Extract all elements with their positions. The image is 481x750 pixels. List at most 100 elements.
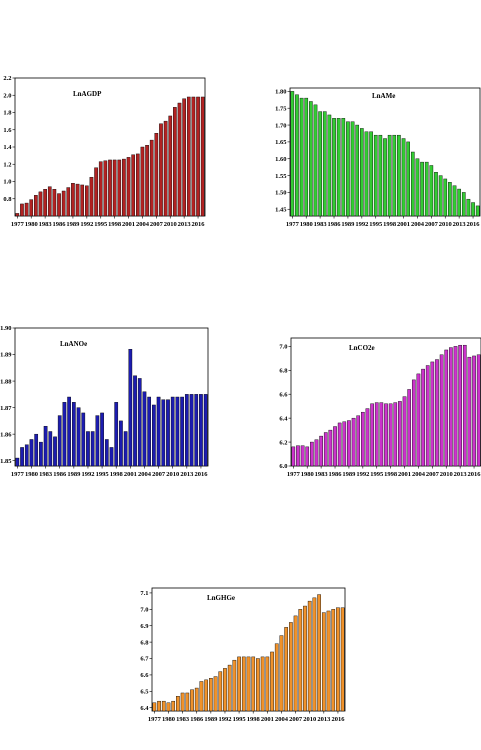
x-tick-label: 1980	[162, 716, 175, 723]
bar-2003	[410, 151, 415, 217]
y-tick-label: 1.88	[0, 378, 12, 385]
bar-2016	[336, 607, 340, 712]
bar-1981	[309, 101, 313, 217]
y-tick-label: 1.60	[275, 156, 286, 163]
bar-1983	[180, 692, 185, 712]
x-tick-label: 2004	[411, 221, 425, 228]
y-tick-label: 7.0	[279, 344, 287, 351]
bar-1998	[114, 402, 119, 467]
y-tick-label: 1.50	[275, 190, 286, 197]
bar-2002	[131, 154, 135, 217]
bar-2013	[184, 394, 189, 467]
y-tick-label: 6.8	[279, 367, 288, 374]
bar-1997	[108, 159, 112, 217]
bar-1983	[319, 435, 323, 467]
bar-1990	[350, 121, 355, 217]
ano-svg: 1.90 1.89 1.88 1.87 1.86 1.85 1977 1980 1983 1986…	[0, 325, 209, 478]
x-tick-label: 2013	[454, 471, 468, 478]
chart-title: LnANOe	[60, 340, 87, 348]
bar-2005	[145, 145, 149, 217]
x-tick-label: 1980	[25, 471, 38, 478]
chart-title: LnCO2e	[349, 344, 375, 352]
bar-1987	[337, 422, 342, 467]
x-tick-label: 2016	[194, 471, 208, 478]
bar-1986	[333, 426, 337, 467]
bar-1978	[20, 203, 24, 217]
bar-1996	[104, 439, 109, 467]
bar-1980	[29, 439, 34, 467]
x-tick-label: 1989	[341, 221, 355, 228]
bar-2016	[199, 394, 203, 467]
bar-1991	[356, 415, 361, 467]
bar-2000	[260, 656, 265, 712]
bar-1989	[346, 121, 350, 217]
bar-2006	[289, 622, 293, 712]
x-tick-label: 2016	[467, 221, 481, 228]
bar-1987	[336, 118, 341, 217]
x-tick-label: 1989	[342, 471, 356, 478]
y-tick-label: 1.85	[0, 458, 12, 465]
x-tick-label: 1989	[67, 471, 81, 478]
bar-1978	[20, 447, 24, 467]
bar-2007	[156, 396, 161, 467]
bar-1985	[327, 114, 332, 217]
bar-1997	[246, 656, 251, 712]
bar-1988	[67, 396, 71, 467]
y-tick-label: 1.0	[3, 179, 11, 186]
x-tick-label: 2004	[275, 716, 289, 723]
x-tick-label: 2016	[331, 716, 345, 723]
bar-2010	[443, 178, 448, 217]
x-tick-label: 2001	[397, 221, 410, 228]
bar-2017	[476, 354, 481, 467]
bar-1993	[90, 431, 95, 467]
bar-2013	[321, 612, 326, 712]
bar-1978	[296, 445, 300, 467]
bar-2008	[435, 359, 439, 467]
x-tick-label: 2013	[178, 221, 192, 228]
y-tick-label: 0.8	[3, 196, 12, 203]
bar-2001	[402, 396, 407, 467]
bar-1981	[34, 433, 39, 467]
bar-2014	[462, 344, 467, 467]
gdp-svg: 2.2 2.0 1.8 1.6 1.4 1.2 1.0 0.8 1977 1980 1983 1986…	[3, 75, 206, 228]
x-tick-label: 1998	[384, 471, 398, 478]
x-tick-label: 2001	[124, 471, 137, 478]
bar-2011	[175, 396, 180, 467]
bar-2017	[340, 607, 345, 712]
bar-2006	[424, 161, 429, 217]
x-tick-label: 1986	[190, 716, 204, 723]
bar-2004	[279, 635, 284, 712]
bar-1997	[109, 447, 114, 467]
bar-1982	[39, 441, 43, 467]
bar-2010	[307, 600, 312, 712]
bar-1994	[94, 167, 98, 217]
bar-1989	[71, 183, 75, 217]
y-tick-label: 6.0	[279, 463, 287, 470]
bar-2006	[149, 139, 154, 217]
chart-lnco2e: 7.0 6.8 6.6 6.4 6.2 6.0 1977 1980 1983 1986 1989 19…	[266, 330, 481, 490]
x-tick-label: 2001	[122, 221, 135, 228]
bar-1992	[86, 431, 90, 467]
bar-2006	[425, 365, 430, 467]
bar-2005	[147, 396, 152, 467]
x-tick-label: 2007	[152, 471, 166, 478]
bar-2012	[452, 185, 457, 217]
bar-1992	[361, 411, 365, 467]
bar-1991	[218, 671, 223, 712]
x-tick-label: 1980	[25, 221, 38, 228]
bar-2012	[317, 594, 321, 712]
x-tick-label: 1989	[66, 221, 80, 228]
bar-2016	[196, 96, 200, 217]
x-tick-label: 1983	[314, 221, 328, 228]
bar-2012	[453, 346, 458, 467]
x-tick-label: 1995	[96, 471, 110, 478]
bar-1996	[379, 402, 384, 467]
bar-2007	[429, 165, 434, 217]
x-tick-label: 2007	[426, 471, 440, 478]
ame-svg: 1.80 1.75 1.70 1.65 1.60 1.55 1.50 1.45 1977 1980…	[275, 87, 481, 228]
bar-2000	[397, 134, 401, 217]
bar-1993	[89, 176, 94, 217]
chart-lnanoe: 1.90 1.89 1.88 1.87 1.86 1.85 1977 1980 1983 1986…	[0, 320, 215, 490]
bar-1997	[384, 403, 388, 467]
bar-1984	[48, 431, 53, 467]
